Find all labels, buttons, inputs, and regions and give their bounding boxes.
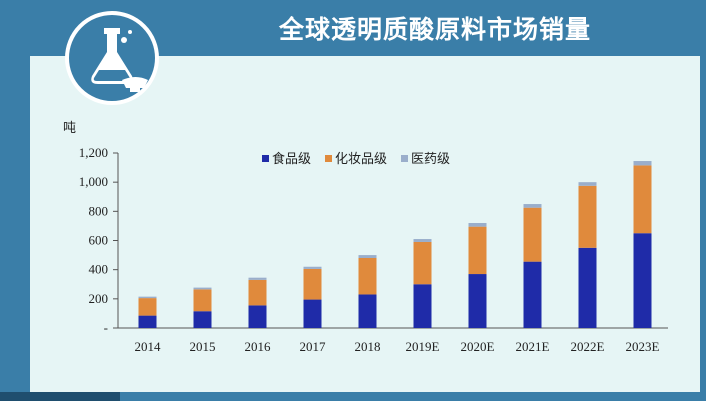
- bar-segment: [523, 204, 542, 208]
- bar-segment: [358, 294, 377, 328]
- bar-segment: [248, 279, 267, 306]
- legend-swatch: [262, 155, 269, 162]
- banner-title: 全球透明质酸原料市场销量: [278, 15, 591, 44]
- bar-segment: [248, 277, 267, 280]
- bar-segment: [193, 287, 212, 290]
- x-tick-label: 2014: [135, 339, 162, 354]
- bar-segment: [193, 311, 212, 328]
- bar-segment: [578, 182, 597, 186]
- legend-label: 食品级: [272, 151, 311, 167]
- bar-segment: [193, 289, 212, 312]
- y-tick-label: 600: [89, 233, 109, 248]
- legend: 食品级 化妆品级 医药级: [262, 151, 450, 167]
- bar-segment: [358, 255, 377, 258]
- x-axis: 2014 2015 2016 2017 2018 2019E 2020E 2021E 2022E…: [118, 327, 668, 354]
- y-axis: - 200 400 600 800 1,000 1,200: [79, 145, 119, 335]
- y-tick-label: 400: [89, 262, 109, 277]
- footer-strip: [0, 392, 706, 401]
- bar-segment: [633, 165, 652, 234]
- y-tick-label: -: [104, 320, 108, 335]
- bar-segment: [468, 226, 487, 275]
- bar-segment: [468, 274, 487, 328]
- bar-segment: [413, 284, 432, 328]
- legend-label: 化妆品级: [335, 152, 387, 167]
- x-tick-label: 2021E: [516, 339, 550, 354]
- bar-segment: [633, 233, 652, 328]
- x-tick-label: 2016: [245, 339, 272, 354]
- bar-segment: [138, 298, 157, 316]
- bar-segment: [303, 268, 322, 300]
- x-tick-label: 2015: [190, 339, 216, 354]
- bar-segment: [523, 207, 542, 262]
- x-tick-label: 2019E: [406, 339, 440, 354]
- footer-left-box: [0, 392, 120, 401]
- y-tick-label: 800: [89, 203, 109, 218]
- bar-segment: [248, 305, 267, 328]
- bar-segment: [138, 315, 157, 328]
- bar-segment: [138, 296, 157, 299]
- x-tick-label: 2022E: [571, 339, 605, 354]
- bar-segment: [633, 161, 652, 166]
- bar-segment: [303, 299, 322, 328]
- bar-segment: [303, 266, 322, 269]
- bar-segment: [578, 247, 597, 328]
- x-tick-label: 2020E: [461, 339, 495, 354]
- bar-segment: [578, 185, 597, 248]
- y-tick-label: 200: [89, 291, 109, 306]
- y-tick-label: 1,200: [79, 145, 108, 160]
- x-tick-label: 2018: [355, 339, 381, 354]
- legend-swatch: [325, 155, 332, 162]
- bar-segment: [523, 261, 542, 328]
- bars: [138, 161, 652, 328]
- x-tick-label: 2017: [300, 339, 327, 354]
- y-tick-label: 1,000: [79, 174, 108, 189]
- bar-segment: [468, 223, 487, 227]
- legend-label: 医药级: [411, 152, 450, 167]
- legend-swatch: [401, 155, 408, 162]
- y-axis-label: 吨: [63, 120, 76, 135]
- x-tick-label: 2023E: [626, 339, 660, 354]
- bar-segment: [413, 239, 432, 242]
- bar-segment: [358, 258, 377, 295]
- bar-segment: [413, 241, 432, 285]
- flask-icon: [65, 11, 159, 105]
